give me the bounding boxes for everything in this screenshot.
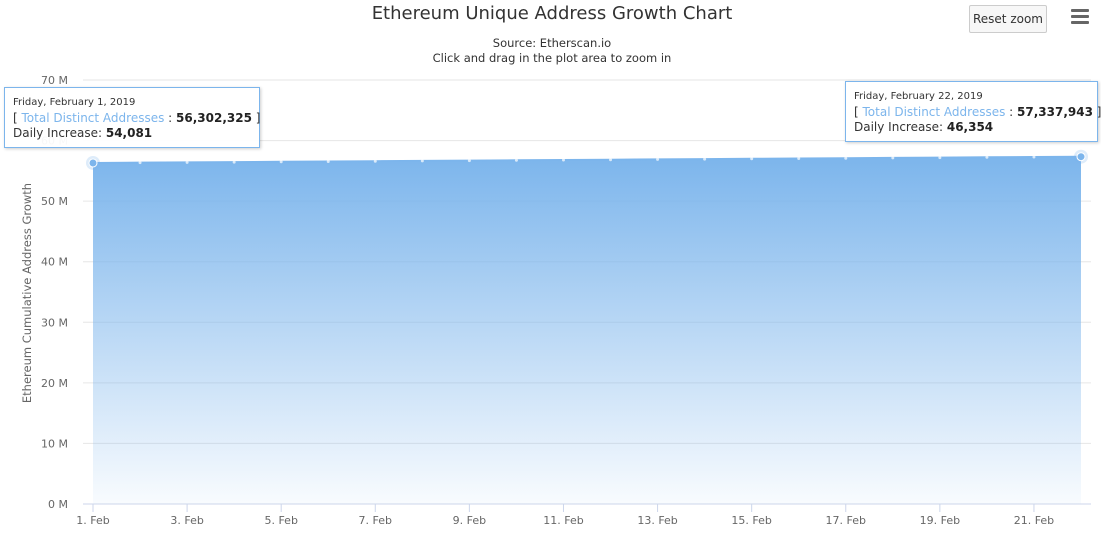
data-point [373,159,377,163]
data-point [326,159,330,163]
y-tick-label: 10 M [41,437,68,450]
data-point [514,158,518,162]
x-tick-label: 9. Feb [453,514,486,527]
data-point [750,157,754,161]
data-point [985,155,989,159]
data-point [88,158,98,168]
x-tick-label: 15. Feb [731,514,771,527]
y-tick-label: 40 M [41,256,68,269]
x-tick-label: 21. Feb [1014,514,1054,527]
series-area-fill [93,156,1081,504]
data-point [938,156,942,160]
tooltip-date: Friday, February 1, 2019 [13,97,136,108]
data-point [703,157,707,161]
tooltip-series-name: Total Distinct Addresses [862,105,1006,119]
data-point [185,160,189,164]
data-point [420,159,424,163]
data-point [797,157,801,161]
series-markers[interactable] [86,149,1088,170]
tooltip-total-value: 56,302,325 [176,111,252,125]
tooltip-total-row: [ Total Distinct Addresses : 56,302,325 … [13,111,261,125]
data-point [609,158,613,162]
data-point [656,157,660,161]
data-point [1076,152,1086,162]
data-point [561,158,565,162]
tooltip-increase-row: Daily Increase: 46,354 [854,120,1089,135]
data-point [844,156,848,160]
chart-subtitle-source: Source: Etherscan.io [493,36,611,50]
series-line [92,155,1082,164]
hamburger-menu-icon[interactable] [1068,6,1092,28]
y-tick-label: 20 M [41,377,68,390]
tooltip-date: Friday, February 22, 2019 [854,91,983,102]
data-point [467,159,471,163]
tooltip-increase-value: 46,354 [946,120,994,134]
tooltip-total-value: 57,337,943 [1017,105,1093,119]
tooltip-total-row: [ Total Distinct Addresses : 57,337,943 … [854,105,1101,119]
x-tick-label: 17. Feb [826,514,866,527]
chart-title: Ethereum Unique Address Growth Chart [372,3,733,24]
y-tick-label: 70 M [41,74,68,87]
x-tick-label: 11. Feb [543,514,583,527]
tooltip-series-name: Total Distinct Addresses [21,111,165,125]
x-axis-ticks: 1. Feb 3. Feb 5. Feb 7. Feb 9. Feb 11. Feb 13.… [76,504,1054,527]
series-area [92,155,1082,504]
x-tick-label: 3. Feb [170,514,203,527]
data-point [279,160,283,164]
tooltip-increase-label: Daily Increase: [854,120,944,134]
x-tick-label: 19. Feb [920,514,960,527]
x-tick-label: 5. Feb [264,514,297,527]
data-point [232,160,236,164]
data-point [138,161,142,165]
x-tick-label: 7. Feb [359,514,392,527]
x-tick-label: 13. Feb [637,514,677,527]
tooltip-feb-1: Friday, February 1, 2019 [ Total Distinc… [4,87,260,148]
y-axis-label: Ethereum Cumulative Address Growth [20,183,34,403]
chart-subtitle-hint: Click and drag in the plot area to zoom … [433,51,672,65]
tooltip-increase-value: 54,081 [105,126,153,140]
tooltip-increase-label: Daily Increase: [13,126,103,140]
x-tick-label: 1. Feb [76,514,109,527]
data-point [891,156,895,160]
y-tick-label: 0 M [48,498,68,511]
tooltip-feb-22: Friday, February 22, 2019 [ Total Distin… [845,81,1101,142]
tooltip-increase-row: Daily Increase: 54,081 [13,126,251,141]
y-tick-label: 50 M [41,195,68,208]
reset-zoom-button[interactable]: Reset zoom [969,5,1047,33]
y-tick-label: 30 M [41,316,68,329]
data-point [1032,155,1036,159]
